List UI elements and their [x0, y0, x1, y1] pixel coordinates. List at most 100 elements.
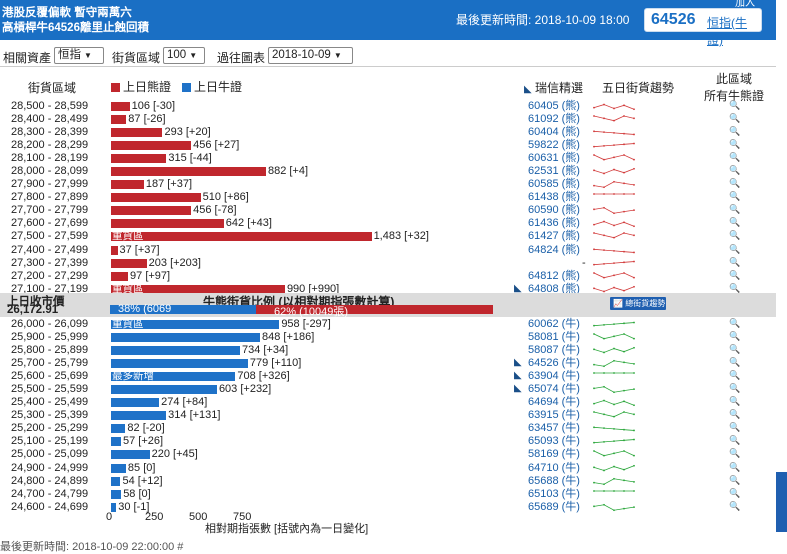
warrant-code-link[interactable]: 65689 (牛) [528, 500, 580, 513]
side-tab[interactable] [776, 472, 787, 532]
bear-bar[interactable] [111, 115, 127, 125]
bear-bar[interactable] [111, 206, 192, 216]
bear-bar[interactable] [111, 219, 224, 229]
bear-bar[interactable] [111, 258, 147, 268]
bull-bar[interactable] [111, 463, 126, 473]
trend-cell[interactable] [592, 192, 636, 206]
trend-cell[interactable] [592, 476, 636, 490]
magnifier-icon[interactable]: 🔍 [729, 435, 741, 446]
history-select[interactable]: 2018-10-09 ▼ [268, 47, 353, 64]
warrant-code-link[interactable]: 61436 (熊) [528, 217, 580, 230]
warrant-code-link[interactable]: 60405 (熊) [528, 100, 580, 112]
magnifier-icon[interactable]: 🔍 [729, 126, 741, 137]
trend-cell[interactable] [592, 101, 636, 115]
magnifier-icon[interactable]: 🔍 [729, 396, 741, 407]
warrant-code-link[interactable]: 58087 (牛) [528, 344, 580, 357]
total-trend-button[interactable]: 📈 總街貨趨勢 [610, 297, 666, 310]
bear-bar[interactable] [111, 193, 201, 203]
warrant-code-link[interactable]: 64824 (熊) [528, 243, 580, 256]
trend-cell[interactable] [592, 332, 636, 346]
warrant-code-link[interactable]: 58169 (牛) [528, 448, 580, 461]
bull-bar[interactable] [111, 502, 117, 512]
warrant-code-link[interactable]: 64694 (牛) [528, 396, 580, 409]
magnifier-icon[interactable]: 🔍 [729, 344, 741, 355]
bear-bar[interactable] [111, 232, 372, 242]
bull-bar[interactable] [111, 411, 167, 421]
warrant-code-link[interactable]: 61438 (熊) [528, 191, 580, 204]
bull-bar[interactable] [111, 450, 150, 460]
trend-cell[interactable] [592, 205, 636, 219]
warrant-code-link[interactable]: 64710 (牛) [528, 461, 580, 474]
bull-bar[interactable] [111, 372, 236, 382]
magnifier-icon[interactable]: 🔍 [729, 487, 741, 498]
magnifier-icon[interactable]: 🔍 [729, 331, 741, 342]
warrant-code-link[interactable]: 60062 (牛) [528, 318, 580, 330]
warrant-code-link[interactable]: 64812 (熊) [528, 269, 580, 282]
bear-bar[interactable] [111, 154, 167, 164]
magnifier-icon[interactable]: 🔍 [729, 113, 741, 124]
bull-bar[interactable] [111, 346, 240, 356]
magnifier-icon[interactable]: 🔍 [729, 100, 741, 110]
bear-bar[interactable] [111, 167, 266, 177]
magnifier-icon[interactable]: 🔍 [729, 370, 741, 381]
trend-cell[interactable] [592, 258, 636, 272]
bear-bar[interactable] [111, 245, 118, 255]
trend-cell[interactable] [592, 371, 636, 385]
trend-cell[interactable] [592, 384, 636, 398]
warrant-code-link[interactable]: 65688 (牛) [528, 474, 580, 487]
magnifier-icon[interactable]: 🔍 [729, 282, 741, 293]
magnifier-icon[interactable]: 🔍 [729, 461, 741, 472]
magnifier-icon[interactable]: 🔍 [729, 383, 741, 394]
warrant-code-link[interactable]: 60585 (熊) [528, 178, 580, 191]
trend-cell[interactable] [592, 231, 636, 245]
magnifier-icon[interactable]: 🔍 [729, 139, 741, 150]
bull-bar[interactable] [111, 359, 248, 369]
bull-bar[interactable] [111, 437, 121, 447]
magnifier-icon[interactable]: 🔍 [729, 409, 741, 420]
warrant-code-link[interactable]: 58081 (牛) [528, 331, 580, 344]
link-icon[interactable]: ◣ [514, 370, 522, 382]
warrant-code-link[interactable]: 60590 (熊) [528, 204, 580, 217]
trend-cell[interactable] [592, 284, 636, 298]
bull-bar[interactable] [111, 489, 122, 499]
trend-cell[interactable] [592, 153, 636, 167]
bear-bar[interactable] [111, 271, 129, 281]
magnifier-icon[interactable]: 🔍 [729, 318, 741, 328]
trend-cell[interactable] [592, 140, 636, 154]
magnifier-icon[interactable]: 🔍 [729, 204, 741, 215]
warrant-code-link[interactable]: 61427 (熊) [528, 230, 580, 243]
trend-cell[interactable] [592, 397, 636, 411]
magnifier-icon[interactable]: 🔍 [729, 191, 741, 202]
warrant-code-link[interactable]: 63915 (牛) [528, 409, 580, 422]
trend-cell[interactable] [592, 489, 636, 503]
magnifier-icon[interactable]: 🔍 [729, 230, 741, 241]
trend-cell[interactable] [592, 271, 636, 285]
bull-bar[interactable] [111, 476, 121, 486]
magnifier-icon[interactable]: 🔍 [729, 217, 741, 228]
trend-cell[interactable] [592, 179, 636, 193]
trend-cell[interactable] [592, 436, 636, 450]
warrant-code-link[interactable]: 60631 (熊) [528, 152, 580, 165]
warrant-code-link[interactable]: 62531 (熊) [528, 165, 580, 178]
warrant-code-link[interactable]: 63904 (牛) [528, 370, 580, 383]
magnifier-icon[interactable]: 🔍 [729, 422, 741, 433]
bull-bar[interactable] [111, 333, 260, 343]
bear-bar[interactable] [111, 180, 144, 190]
magnifier-icon[interactable]: 🔍 [729, 178, 741, 189]
bear-bar[interactable] [111, 284, 285, 294]
bear-bar[interactable] [111, 102, 130, 111]
featured-warrant-link[interactable]: 64526 恒指(牛證) [644, 8, 762, 47]
magnifier-icon[interactable]: 🔍 [729, 165, 741, 176]
link-icon[interactable]: ◣ [514, 282, 522, 294]
warrant-code-link[interactable]: 64808 (熊) [528, 282, 580, 295]
warrant-code-link[interactable]: 65074 (牛) [528, 383, 580, 396]
magnifier-icon[interactable]: 🔍 [729, 448, 741, 459]
bull-bar[interactable] [111, 398, 160, 408]
warrant-code-link[interactable]: 59822 (熊) [528, 139, 580, 152]
trend-cell[interactable] [592, 345, 636, 359]
trend-cell[interactable] [592, 114, 636, 128]
warrant-code-link[interactable]: 65103 (牛) [528, 487, 580, 500]
warrant-code-link[interactable]: 65093 (牛) [528, 435, 580, 448]
warrant-code-link[interactable]: 63457 (牛) [528, 422, 580, 435]
magnifier-icon[interactable]: 🔍 [729, 243, 741, 254]
